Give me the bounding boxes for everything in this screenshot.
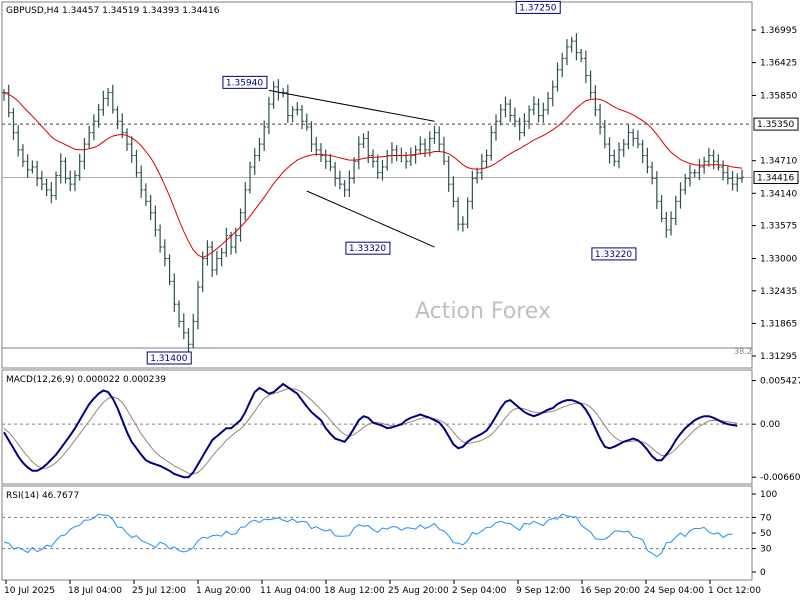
level-price-tag [753, 171, 799, 185]
rsi-y-tick-label: 100 [760, 490, 777, 500]
price-panel [1, 1, 753, 369]
moving-average-line [3, 92, 743, 258]
price-label-text: 1.35940 [226, 78, 263, 88]
price-y-tick-label: 1.31865 [760, 319, 797, 329]
rsi-line [3, 513, 733, 558]
macd-main-line [3, 382, 738, 479]
rsi-y-tick-label: 30 [760, 545, 772, 555]
macd-y-tick-label: 0.005427 [760, 377, 800, 387]
price-label-box [345, 241, 391, 255]
rsi-y-tick-label: 0 [760, 568, 766, 578]
macd-y-tick-label: 0.00 [760, 420, 780, 430]
level-price-tag [753, 117, 799, 131]
price-label-box [515, 0, 561, 14]
macd-signal-line [3, 388, 738, 475]
price-y-tick-label: 1.33575 [760, 222, 797, 232]
rsi-title: RSI(14) 46.7677 [6, 491, 79, 501]
channel-trend-line [306, 190, 435, 248]
price-y-tick-label: 1.36425 [760, 59, 797, 69]
price-y-tick-label: 1.34140 [760, 189, 797, 199]
rsi-y-tick-label: 70 [760, 513, 772, 523]
price-y-tick-label: 1.34710 [760, 157, 797, 167]
price-label-text: 1.31400 [150, 354, 187, 364]
channel-trend-line [268, 89, 435, 122]
x-tick-label: 18 Aug 12:00 [324, 586, 385, 596]
x-tick-label: 1 Oct 12:00 [708, 586, 761, 596]
x-tick-label: 18 Jul 04:00 [68, 586, 122, 596]
fib-level-label: 38.2 [734, 347, 752, 356]
x-tick-label: 25 Aug 20:00 [388, 586, 449, 596]
price-label-box [222, 75, 268, 89]
rsi-panel [1, 485, 753, 581]
price-y-tick-label: 1.36995 [760, 26, 797, 36]
price-y-tick-label: 1.32435 [760, 287, 797, 297]
price-label-text: 1.37250 [519, 3, 556, 13]
price-label-text: 1.33220 [595, 250, 632, 260]
level-price-tag-text: 1.35350 [757, 120, 794, 130]
x-tick-label: 25 Jul 12:00 [132, 586, 186, 596]
x-tick-label: 9 Sep 12:00 [516, 586, 571, 596]
macd-title: MACD(12,26,9) 0.000022 0.000239 [6, 375, 166, 385]
x-tick-label: 24 Sep 04:00 [644, 586, 704, 596]
level-price-tag-text: 1.34416 [757, 174, 794, 184]
x-tick-label: 10 Jul 2025 [4, 586, 55, 596]
price-info-title: GBPUSD,H4 1.34457 1.34519 1.34393 1.3441… [6, 6, 220, 16]
price-y-tick-label: 1.35850 [760, 92, 797, 102]
price-y-tick-label: 1.31295 [760, 352, 797, 362]
price-label-box [591, 247, 637, 261]
x-tick-label: 16 Sep 20:00 [580, 586, 640, 596]
watermark: Action Forex [415, 299, 551, 324]
price-label-text: 1.33320 [349, 244, 386, 254]
x-tick-label: 11 Aug 04:00 [260, 586, 321, 596]
x-tick-label: 2 Sep 04:00 [452, 586, 507, 596]
price-y-tick-label: 1.33000 [760, 254, 797, 264]
rsi-y-tick-label: 50 [760, 529, 772, 539]
x-tick-label: 1 Aug 20:00 [196, 586, 251, 596]
macd-y-tick-label: -0.006603 [760, 473, 800, 483]
price-label-box [146, 351, 192, 365]
macd-panel [1, 369, 753, 485]
